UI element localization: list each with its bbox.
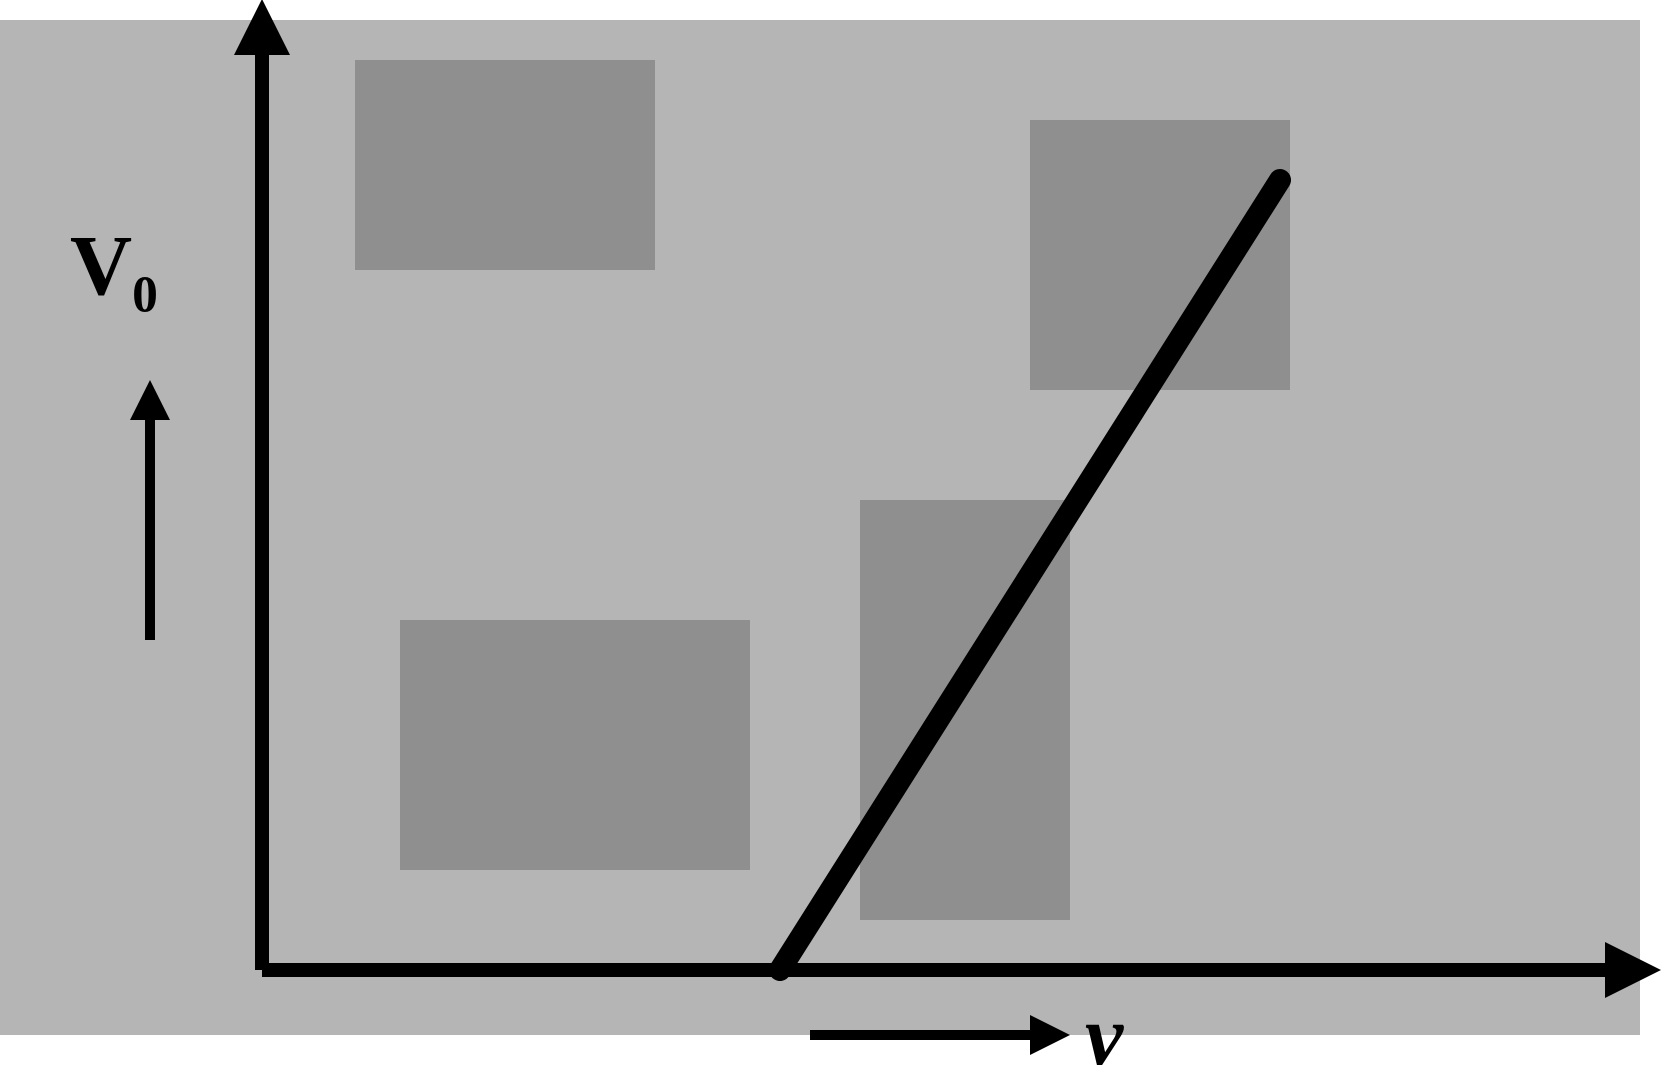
y-axis-label: V₀ bbox=[70, 215, 158, 315]
line-chart-svg bbox=[0, 0, 1669, 1087]
chart-container: V₀ ν bbox=[0, 0, 1669, 1087]
x-axis-label: ν bbox=[1085, 985, 1123, 1085]
